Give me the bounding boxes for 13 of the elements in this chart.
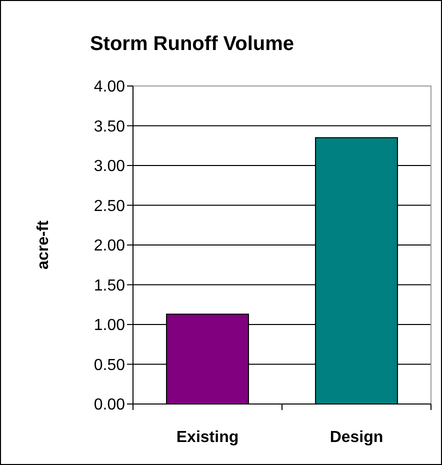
x-tick-label: Existing bbox=[176, 429, 239, 446]
y-tick-label: 4.00 bbox=[94, 78, 126, 96]
y-tick-label: 0.00 bbox=[94, 396, 126, 414]
y-tick-label: 1.00 bbox=[94, 317, 126, 334]
x-tick-label: Design bbox=[330, 429, 384, 446]
y-tick-label: 2.00 bbox=[94, 238, 126, 255]
y-tick-label: 2.50 bbox=[94, 198, 126, 215]
chart-title: Storm Runoff Volume bbox=[90, 33, 294, 55]
y-tick-label: 1.50 bbox=[94, 277, 126, 294]
y-tick-label: 3.00 bbox=[94, 158, 126, 176]
y-axis-title: acre-ft bbox=[35, 220, 52, 270]
y-tick-label: 0.50 bbox=[94, 356, 126, 374]
y-tick-label: 3.50 bbox=[94, 118, 126, 136]
